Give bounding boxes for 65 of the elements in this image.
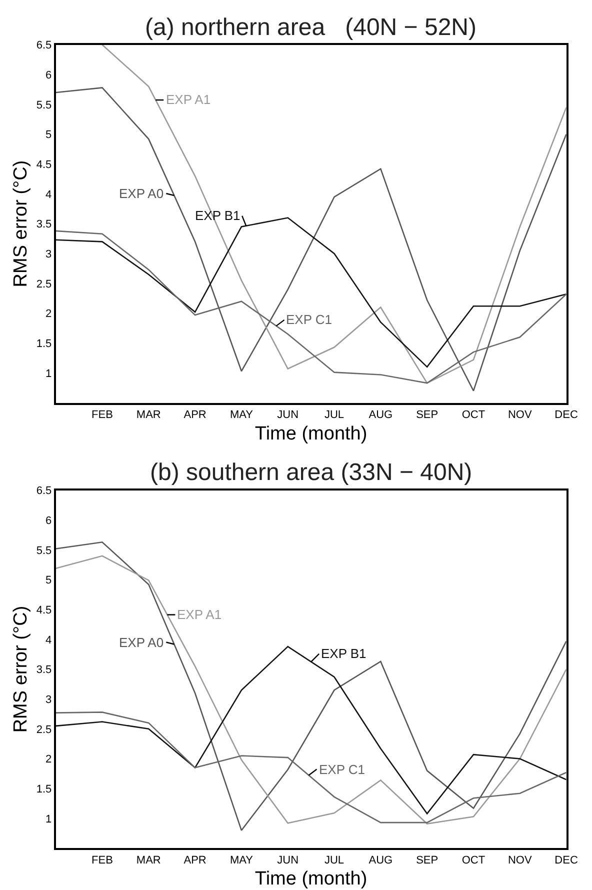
line-series — [56, 87, 566, 392]
y-tick-label: 6 — [46, 514, 52, 527]
y-axis-title: RMS error (°C) — [10, 160, 32, 288]
series-label: EXP A1 — [177, 607, 222, 622]
x-tick-label: DEC — [554, 408, 578, 421]
y-tick-label: 4 — [46, 634, 52, 646]
line-series — [102, 44, 566, 384]
x-axis-title: Time (month) — [254, 868, 368, 890]
y-tick-label: 3.5 — [36, 218, 52, 231]
y-tick-label: 1.5 — [36, 783, 52, 796]
y-tick-label: 2.5 — [36, 278, 52, 290]
x-tick-label: MAR — [136, 854, 161, 866]
y-tick-label: 1 — [46, 813, 52, 826]
x-tick-label: SEP — [416, 854, 438, 866]
x-axis-title: Time (month) — [254, 423, 368, 444]
y-tick-label: 1.5 — [36, 338, 52, 350]
x-tick-label: JUL — [324, 408, 344, 421]
x-tick-label: SEP — [416, 408, 438, 421]
chart-title: (a) northern area (40N − 52N) — [145, 14, 476, 41]
x-tick-label: AUG — [368, 854, 393, 866]
y-tick-label: 4.5 — [36, 158, 52, 171]
y-tick-label: 5 — [46, 574, 52, 587]
x-tick-label: JUN — [277, 408, 299, 421]
chart-title: (b) southern area (33N − 40N) — [150, 459, 472, 486]
x-tick-label: DEC — [554, 854, 578, 866]
x-tick-label: OCT — [462, 854, 486, 866]
y-tick-label: 6.5 — [36, 40, 52, 52]
y-axis-title: RMS error (°C) — [10, 606, 32, 733]
x-tick-label: AUG — [368, 408, 393, 421]
y-tick-label: 3 — [46, 694, 52, 706]
x-tick-label: OCT — [462, 408, 486, 421]
x-tick-label: FEB — [92, 408, 113, 421]
x-tick-label: MAY — [230, 854, 254, 866]
series-label: EXP B1 — [321, 646, 366, 661]
line-series — [56, 712, 566, 824]
series-label: EXP C1 — [286, 312, 332, 327]
y-tick-label: 3 — [46, 248, 52, 260]
series-label: EXP C1 — [319, 762, 366, 777]
series-label: EXP A1 — [166, 92, 211, 107]
x-tick-label: JUL — [324, 854, 344, 866]
x-tick-label: APR — [184, 408, 206, 421]
y-tick-label: 2 — [46, 308, 52, 320]
series-label: EXP A0 — [119, 186, 164, 201]
series-label: EXP A0 — [119, 635, 164, 650]
x-tick-label: MAR — [136, 408, 161, 421]
x-tick-label: NOV — [508, 408, 532, 421]
line-series — [56, 230, 566, 384]
x-tick-label: APR — [184, 854, 206, 866]
x-tick-label: NOV — [508, 854, 532, 866]
y-tick-label: 6 — [46, 69, 52, 82]
y-tick-label: 2 — [46, 754, 52, 766]
y-tick-label: 4.5 — [36, 604, 52, 616]
series-label: EXP B1 — [195, 208, 240, 223]
y-tick-label: 5 — [46, 129, 52, 142]
y-tick-label: 1 — [46, 368, 52, 380]
y-tick-label: 5.5 — [36, 99, 52, 112]
y-tick-label: 3.5 — [36, 664, 52, 676]
y-tick-label: 2.5 — [36, 724, 52, 736]
y-tick-label: 4 — [46, 188, 52, 201]
line-series — [56, 646, 566, 814]
y-tick-label: 5.5 — [36, 544, 52, 557]
x-tick-label: JUN — [277, 854, 299, 866]
x-tick-label: MAY — [230, 408, 254, 421]
y-tick-label: 6.5 — [36, 485, 52, 498]
x-tick-label: FEB — [92, 854, 113, 866]
